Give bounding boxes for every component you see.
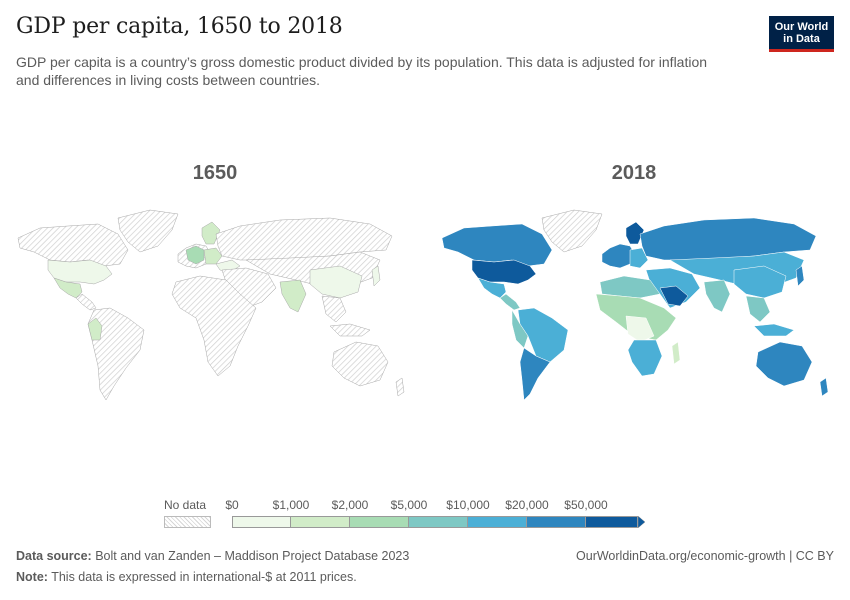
africa-1650[interactable] [171,275,257,377]
usa-2018[interactable] [471,259,537,285]
indonesia-2018[interactable] [753,323,795,337]
logo-line-1: Our World [774,21,829,33]
arabian-peninsula-2018[interactable] [659,285,689,307]
mexico-2018[interactable] [477,277,507,299]
argentina-chile-2018[interactable] [519,347,551,401]
world-maps [17,209,829,401]
legend-tick: $0 [225,498,239,512]
australia-1650[interactable] [331,341,389,387]
chart-subtitle: GDP per capita is a country’s gross dome… [16,54,708,88]
legend-tick: $20,000 [505,498,549,512]
russia-1650[interactable] [215,217,393,261]
legend-bin[interactable] [527,516,586,528]
legend-bin[interactable] [350,516,409,528]
central-america-1650[interactable] [75,293,97,311]
legend-tick: $10,000 [446,498,490,512]
legend-arrow-icon [638,516,646,528]
new-zealand-2018[interactable] [819,377,829,397]
eastern-europe-2018[interactable] [629,247,649,269]
india-2018[interactable] [703,279,731,313]
legend-bin[interactable] [409,516,468,528]
greenland-1650[interactable] [117,209,179,253]
footer-source-label: Data source: [16,549,92,563]
legend-bin[interactable] [232,516,291,528]
north-africa-2018[interactable] [599,275,661,299]
southern-africa-2018[interactable] [627,339,663,377]
japan-korea-2018[interactable] [795,265,805,287]
central-africa-2018[interactable] [625,315,655,343]
eastern-europe-1650[interactable] [203,247,223,265]
greenland-2018[interactable] [541,209,603,253]
footer-note-text: This data is expressed in international-… [51,570,357,584]
new-zealand-1650[interactable] [395,377,405,397]
logo-line-2: in Data [783,33,820,45]
scandinavia-2018[interactable] [625,221,645,245]
scandinavia-1650[interactable] [201,221,221,245]
mexico-1650[interactable] [53,277,83,299]
central-america-2018[interactable] [499,293,521,311]
map-2018 [441,209,829,401]
australia-2018[interactable] [755,341,813,387]
peru-1650[interactable] [87,317,103,341]
canada-1650[interactable] [17,223,129,267]
legend-tick: $5,000 [390,498,428,512]
footer-url[interactable]: OurWorldinData.org/economic-growth | CC … [576,549,834,563]
southeast-asia-1650[interactable] [321,295,347,323]
legend-no-data-swatch [164,516,211,528]
legend-tick: $50,000 [564,498,608,512]
japan-1650[interactable] [371,265,381,287]
footer-note: Note: This data is expressed in internat… [16,570,357,584]
map-title-1650: 1650 [192,162,238,184]
chart-title: GDP per capita, 1650 to 2018 [16,14,343,39]
legend-tick: $1,000 [272,498,310,512]
legend-bin[interactable] [468,516,527,528]
western-europe-1650[interactable] [185,245,205,265]
usa-1650[interactable] [47,259,113,285]
footer-note-label: Note: [16,570,48,584]
legend-bin[interactable] [586,516,638,528]
china-1650[interactable] [309,265,363,299]
russia-2018[interactable] [639,217,817,261]
legend-no-data-label: No data [164,498,207,512]
owid-logo[interactable]: Our World in Data [769,16,834,52]
map-title-2018: 2018 [611,162,657,184]
legend-bin[interactable] [291,516,350,528]
china-2018[interactable] [733,265,787,299]
footer-source: Data source: Bolt and van Zanden – Maddi… [16,549,409,563]
map-1650 [17,209,405,401]
canada-2018[interactable] [441,223,553,267]
southeast-asia-2018[interactable] [745,295,771,323]
madagascar-2018[interactable] [671,341,681,365]
color-legend: No data $0 $1,000 $2,000 $5,000 $10,000 … [164,498,664,538]
footer-source-text[interactable]: Bolt and van Zanden – Maddison Project D… [95,549,410,563]
legend-tick: $2,000 [331,498,369,512]
indonesia-1650[interactable] [329,323,371,337]
india-1650[interactable] [279,279,307,313]
